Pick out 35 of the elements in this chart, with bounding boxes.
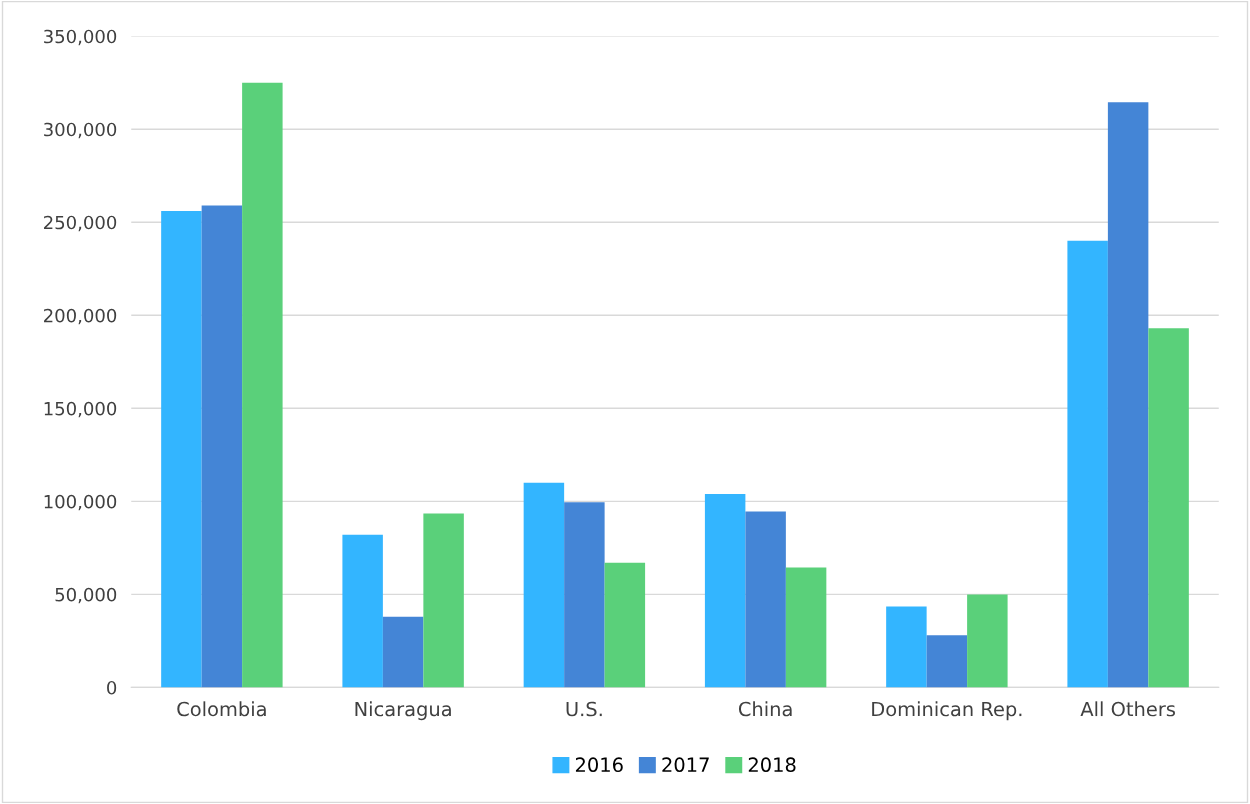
- bar: [242, 82, 283, 688]
- legend-label: 2016: [575, 757, 623, 773]
- y-tick-label: 200,000: [44, 308, 117, 325]
- bar: [382, 616, 424, 688]
- y-tick-label: 50,000: [55, 587, 117, 604]
- bar: [1148, 328, 1189, 688]
- x-tick-label: All Others: [1080, 701, 1175, 717]
- y-tick-label: 100,000: [44, 494, 117, 511]
- x-tick-label: Dominican Rep.: [872, 701, 1022, 721]
- y-tick-label: 0: [107, 680, 117, 695]
- y-tick-label: 350,000: [44, 29, 117, 46]
- bar: [1107, 102, 1149, 688]
- bar: [745, 511, 786, 688]
- x-tick-label: China: [738, 701, 792, 717]
- bar: [564, 502, 605, 688]
- bar: [785, 567, 827, 688]
- bar: [201, 205, 243, 688]
- bar: [342, 534, 383, 688]
- bar: [161, 211, 202, 688]
- bar: [1067, 240, 1108, 688]
- y-tick-label: 300,000: [44, 122, 117, 139]
- bar: [886, 606, 927, 688]
- bar: [967, 594, 1008, 688]
- x-tick-label: Nicaragua: [355, 701, 451, 721]
- legend-label: 2018: [748, 757, 796, 773]
- bar: [604, 562, 646, 688]
- bar: [423, 513, 464, 688]
- y-tick-label: 250,000: [44, 215, 117, 232]
- x-tick-label: Colombia: [177, 701, 266, 717]
- bar: [523, 482, 565, 688]
- bar: [926, 635, 968, 688]
- bar: [704, 493, 746, 688]
- legend-label: 2017: [662, 757, 709, 773]
- y-tick-label: 150,000: [44, 401, 117, 418]
- x-tick-label: U.S.: [566, 701, 602, 717]
